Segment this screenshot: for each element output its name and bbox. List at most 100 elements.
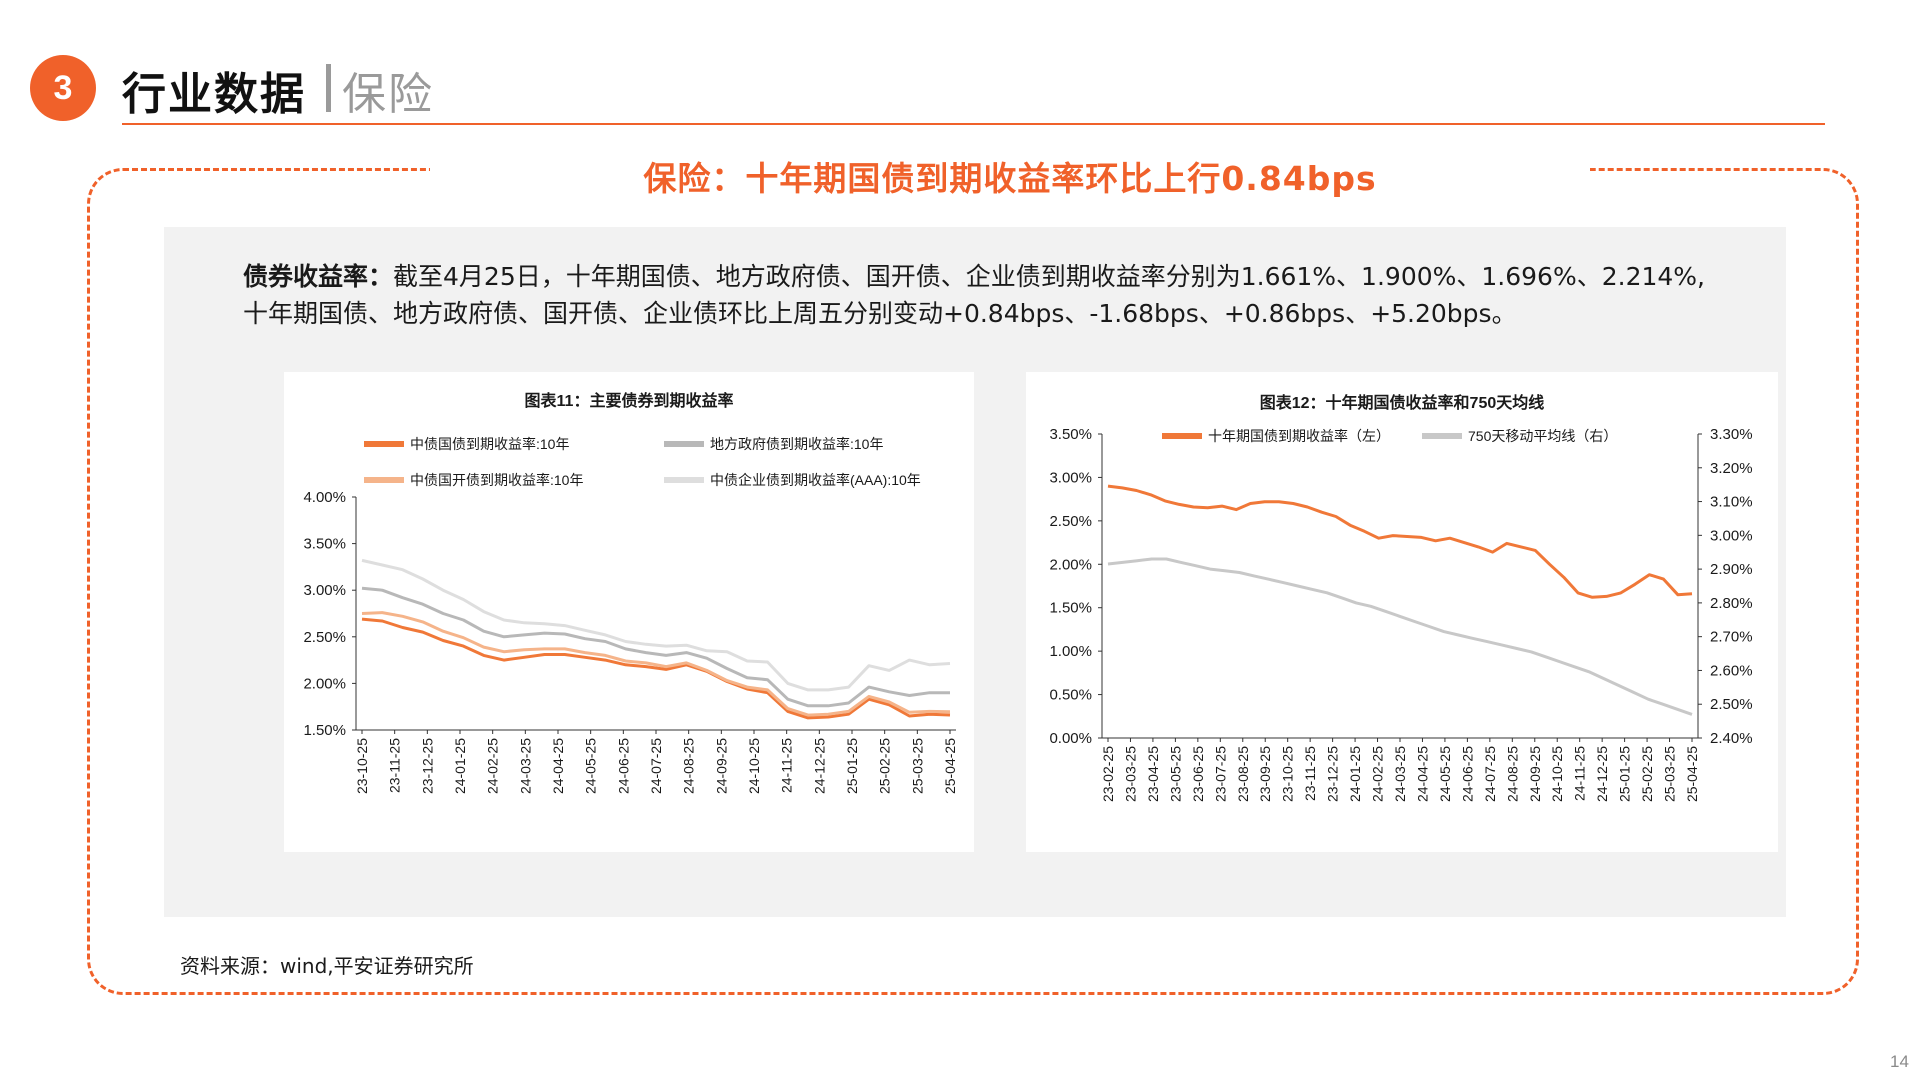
x-tick-label: 24-06-25 bbox=[615, 738, 631, 794]
headline-background bbox=[430, 150, 1590, 194]
x-tick-label: 25-04-25 bbox=[942, 738, 958, 794]
y-right-tick-label: 3.30% bbox=[1710, 426, 1753, 443]
y-tick-label: 4.00% bbox=[303, 489, 346, 506]
header-rule bbox=[122, 123, 1825, 125]
chart-treasury-ma750: 图表12：十年期国债收益率和750天均线 十年期国债到期收益率（左） 750天移动… bbox=[1049, 393, 1753, 802]
x-tick-label: 24-01-25 bbox=[1347, 746, 1363, 802]
x-tick-label: 24-03-25 bbox=[517, 738, 533, 794]
x-tick-label: 23-02-25 bbox=[1100, 746, 1116, 802]
summary-label: 债券收益率： bbox=[243, 262, 394, 291]
x-tick-label: 24-04-25 bbox=[550, 738, 566, 794]
legend-label-2: 750天移动平均线（右） bbox=[1468, 428, 1617, 444]
x-tick-label: 24-03-25 bbox=[1392, 746, 1408, 802]
x-tick-label: 24-11-25 bbox=[779, 738, 795, 793]
x-tick-label: 24-11-25 bbox=[1572, 746, 1588, 801]
x-tick-label: 24-09-25 bbox=[713, 738, 729, 794]
y-tick-label: 2.50% bbox=[303, 629, 346, 646]
section-title: 行业数据 bbox=[122, 69, 306, 120]
x-tick-label: 24-01-25 bbox=[452, 738, 468, 794]
x-tick-label: 25-03-25 bbox=[1662, 746, 1678, 802]
y-tick-label: 3.00% bbox=[303, 582, 346, 599]
x-tick-label: 25-03-25 bbox=[909, 738, 925, 794]
y-right-tick-label: 2.90% bbox=[1710, 561, 1753, 578]
x-tick-label: 24-10-25 bbox=[1549, 746, 1565, 802]
series-line-2 bbox=[361, 586, 950, 708]
x-tick-label: 23-04-25 bbox=[1145, 746, 1161, 802]
section-number-badge: 3 bbox=[30, 55, 96, 121]
x-tick-label: 23-09-25 bbox=[1257, 746, 1273, 802]
y-right-tick-label: 2.40% bbox=[1710, 730, 1753, 747]
x-tick-label: 25-01-25 bbox=[1617, 746, 1633, 802]
title-divider bbox=[326, 64, 331, 112]
series-line-3 bbox=[361, 611, 951, 717]
chart-card-ma750: 图表12：十年期国债收益率和750天均线 十年期国债到期收益率（左） 750天移动… bbox=[1026, 372, 1778, 852]
source-note: 资料来源：wind,平安证券研究所 bbox=[180, 954, 474, 978]
legend-label-4: 中债企业债到期收益率(AAA):10年 bbox=[710, 472, 921, 488]
x-tick-label: 24-10-25 bbox=[746, 738, 762, 794]
summary-line-2: 十年期国债、地方政府债、国开债、企业债环比上周五分别变动+0.84bps、-1.… bbox=[243, 299, 1517, 328]
x-tick-label: 24-07-25 bbox=[1482, 746, 1498, 802]
x-tick-label: 24-05-25 bbox=[583, 738, 599, 794]
summary-line-1: 截至4月25日，十年期国债、地方政府债、国开债、企业债到期收益率分别为1.661… bbox=[393, 262, 1705, 291]
chart1-title: 图表11：主要债券到期收益率 bbox=[525, 391, 734, 410]
x-tick-label: 25-02-25 bbox=[1639, 746, 1655, 802]
y-right-tick-label: 3.00% bbox=[1710, 527, 1753, 544]
summary-text: 债券收益率：截至4月25日，十年期国债、地方政府债、国开债、企业债到期收益率分别… bbox=[243, 258, 1743, 332]
legend-label-1: 中债国债到期收益率:10年 bbox=[410, 436, 569, 452]
y-right-tick-label: 2.80% bbox=[1710, 595, 1753, 612]
y-right-tick-label: 3.20% bbox=[1710, 460, 1753, 477]
y-tick-label: 1.50% bbox=[1049, 600, 1092, 617]
x-tick-label: 24-12-25 bbox=[811, 738, 827, 794]
series-line-2 bbox=[1107, 557, 1693, 716]
y-tick-label: 2.00% bbox=[303, 675, 346, 692]
x-tick-label: 24-05-25 bbox=[1437, 746, 1453, 802]
y-tick-label: 2.50% bbox=[1049, 513, 1092, 530]
legend-label-3: 中债国开债到期收益率:10年 bbox=[410, 472, 583, 488]
chart-yields: 图表11：主要债券到期收益率 中债国债到期收益率:10年 地方政府债到期收益率:1… bbox=[303, 391, 958, 794]
series-line-4 bbox=[361, 558, 951, 692]
x-tick-label: 23-11-25 bbox=[387, 738, 403, 793]
x-tick-label: 23-12-25 bbox=[419, 738, 435, 794]
x-tick-label: 24-04-25 bbox=[1414, 746, 1430, 802]
section-number: 3 bbox=[53, 68, 73, 107]
legend-label-2: 地方政府债到期收益率:10年 bbox=[710, 436, 883, 452]
series-line-1 bbox=[361, 617, 951, 720]
y-right-tick-label: 3.10% bbox=[1710, 494, 1753, 511]
x-tick-label: 23-10-25 bbox=[1280, 746, 1296, 802]
y-tick-label: 1.00% bbox=[1049, 643, 1092, 660]
chart-card-yields: 图表11：主要债券到期收益率 中债国债到期收益率:10年 地方政府债到期收益率:1… bbox=[284, 372, 974, 852]
y-right-tick-label: 2.50% bbox=[1710, 696, 1753, 713]
x-tick-label: 24-08-25 bbox=[681, 738, 697, 794]
legend-label-1: 十年期国债到期收益率（左） bbox=[1208, 428, 1390, 444]
x-tick-label: 23-08-25 bbox=[1235, 746, 1251, 802]
y-tick-label: 0.00% bbox=[1049, 730, 1092, 747]
x-tick-label: 24-02-25 bbox=[485, 738, 501, 794]
chart2-title: 图表12：十年期国债收益率和750天均线 bbox=[1260, 393, 1545, 412]
y-tick-label: 3.50% bbox=[303, 536, 346, 553]
y-right-tick-label: 2.70% bbox=[1710, 629, 1753, 646]
x-tick-label: 23-05-25 bbox=[1167, 746, 1183, 802]
y-tick-label: 3.50% bbox=[1049, 426, 1092, 443]
x-tick-label: 23-10-25 bbox=[354, 738, 370, 794]
y-right-tick-label: 2.60% bbox=[1710, 662, 1753, 679]
x-tick-label: 24-07-25 bbox=[648, 738, 664, 794]
x-tick-label: 23-03-25 bbox=[1122, 746, 1138, 802]
x-tick-label: 25-01-25 bbox=[844, 738, 860, 794]
x-tick-label: 24-08-25 bbox=[1504, 746, 1520, 802]
x-tick-label: 23-06-25 bbox=[1190, 746, 1206, 802]
x-tick-label: 24-06-25 bbox=[1459, 746, 1475, 802]
section-subtitle: 保险 bbox=[342, 69, 434, 120]
page-number: 14 bbox=[1890, 1052, 1909, 1071]
y-tick-label: 3.00% bbox=[1049, 469, 1092, 486]
x-tick-label: 23-12-25 bbox=[1325, 746, 1341, 802]
y-tick-label: 0.50% bbox=[1049, 687, 1092, 704]
y-tick-label: 1.50% bbox=[303, 722, 346, 739]
x-tick-label: 24-02-25 bbox=[1370, 746, 1386, 802]
y-tick-label: 2.00% bbox=[1049, 556, 1092, 573]
x-tick-label: 24-12-25 bbox=[1594, 746, 1610, 802]
x-tick-label: 24-09-25 bbox=[1527, 746, 1543, 802]
series-line-1 bbox=[1107, 484, 1693, 599]
x-tick-label: 23-07-25 bbox=[1212, 746, 1228, 802]
x-tick-label: 25-02-25 bbox=[877, 738, 893, 794]
x-tick-label: 23-11-25 bbox=[1302, 746, 1318, 801]
